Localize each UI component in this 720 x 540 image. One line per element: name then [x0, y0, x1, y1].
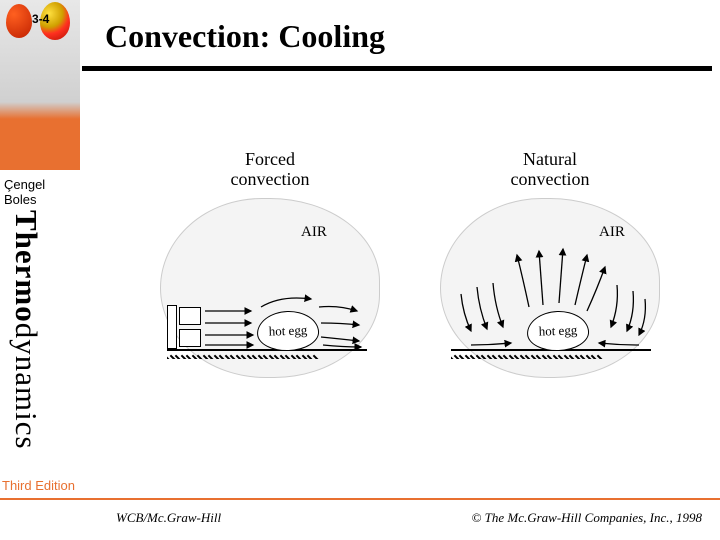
footer-copyright: © The Mc.Graw-Hill Companies, Inc., 1998	[472, 510, 703, 526]
natural-label: Natural convection	[430, 150, 670, 190]
diagram: Forced convection AIR hot egg	[130, 150, 670, 430]
forced-label: Forced convection	[150, 150, 390, 190]
book-suffix: dynamics	[9, 323, 44, 450]
author-1: Çengel	[4, 178, 45, 193]
edition-label: Third Edition	[2, 478, 75, 493]
slide-number: 3-4	[32, 12, 49, 26]
author-2: Boles	[4, 193, 45, 208]
forced-blob: AIR hot egg	[160, 198, 380, 378]
natural-arrows	[441, 199, 661, 379]
authors: Çengel Boles	[4, 178, 45, 208]
natural-blob: AIR hot egg	[440, 198, 660, 378]
book-title-vertical: Thermodynamics	[8, 210, 44, 470]
footer-divider	[0, 498, 720, 500]
forced-convection-panel: Forced convection AIR hot egg	[150, 150, 390, 400]
title-underline	[82, 66, 712, 71]
natural-convection-panel: Natural convection AIR hot egg	[430, 150, 670, 400]
page-title: Convection: Cooling	[105, 18, 385, 55]
header: 3-4 Convection: Cooling	[0, 0, 720, 75]
book-prefix: Thermo	[9, 210, 44, 323]
footer-publisher: WCB/Mc.Graw-Hill	[116, 510, 221, 526]
forced-arrows	[161, 199, 381, 379]
